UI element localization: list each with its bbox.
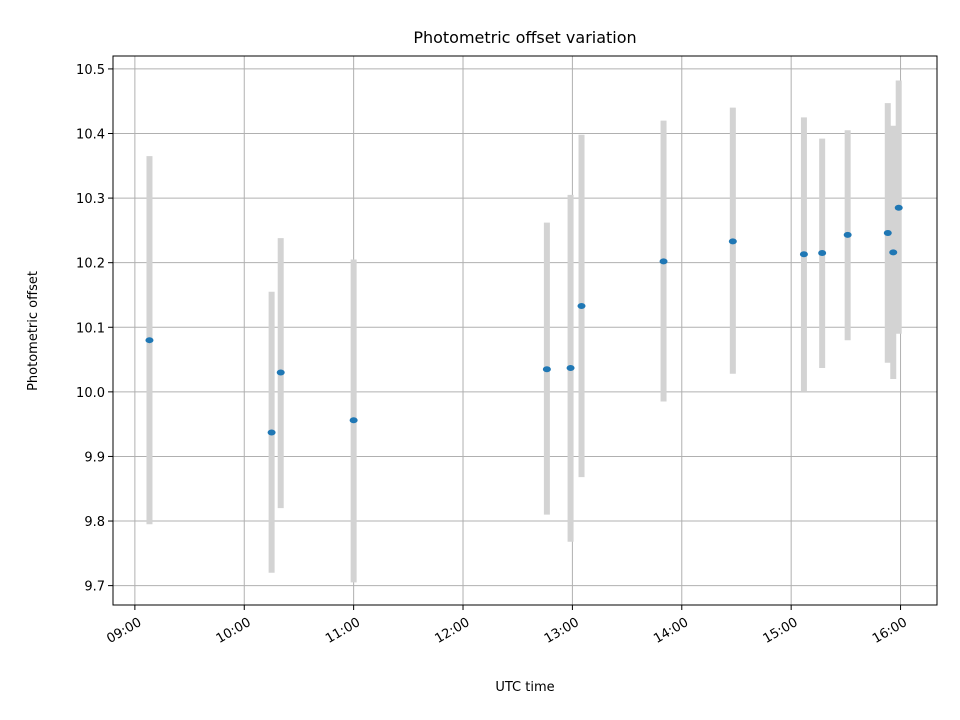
- data-point: [267, 429, 276, 436]
- data-point: [577, 302, 586, 309]
- y-tick-label: 10.0: [76, 386, 105, 401]
- data-point: [728, 238, 737, 245]
- y-axis-ticks: 9.7 9.8 9.9 10.0 10.1 10.2 10.3 10.4 10.5: [76, 63, 113, 595]
- data-point: [843, 231, 852, 238]
- points-layer: [145, 204, 903, 436]
- y-axis-label: Photometric offset: [26, 271, 41, 391]
- data-point: [889, 249, 898, 256]
- y-tick-label: 9.7: [84, 580, 105, 595]
- data-point: [349, 417, 358, 424]
- data-point: [883, 229, 892, 236]
- chart-title: Photometric offset variation: [413, 28, 636, 47]
- grid-layer: [113, 56, 937, 605]
- data-point: [818, 249, 827, 256]
- y-tick-label: 10.5: [76, 63, 105, 78]
- y-tick-label: 9.9: [84, 450, 105, 465]
- data-point: [659, 258, 668, 265]
- data-point: [894, 204, 903, 211]
- y-tick-label: 10.1: [76, 321, 105, 336]
- y-tick-label: 10.2: [76, 257, 105, 272]
- data-point: [566, 364, 575, 371]
- data-point: [276, 369, 285, 376]
- y-tick-label: 9.8: [84, 515, 105, 530]
- data-point: [145, 337, 154, 344]
- data-point: [799, 251, 808, 258]
- plot-frame: [112, 55, 938, 606]
- x-axis-label: UTC time: [495, 680, 554, 695]
- y-tick-label: 10.3: [76, 192, 105, 207]
- y-tick-label: 10.4: [76, 128, 105, 143]
- data-point: [542, 366, 551, 373]
